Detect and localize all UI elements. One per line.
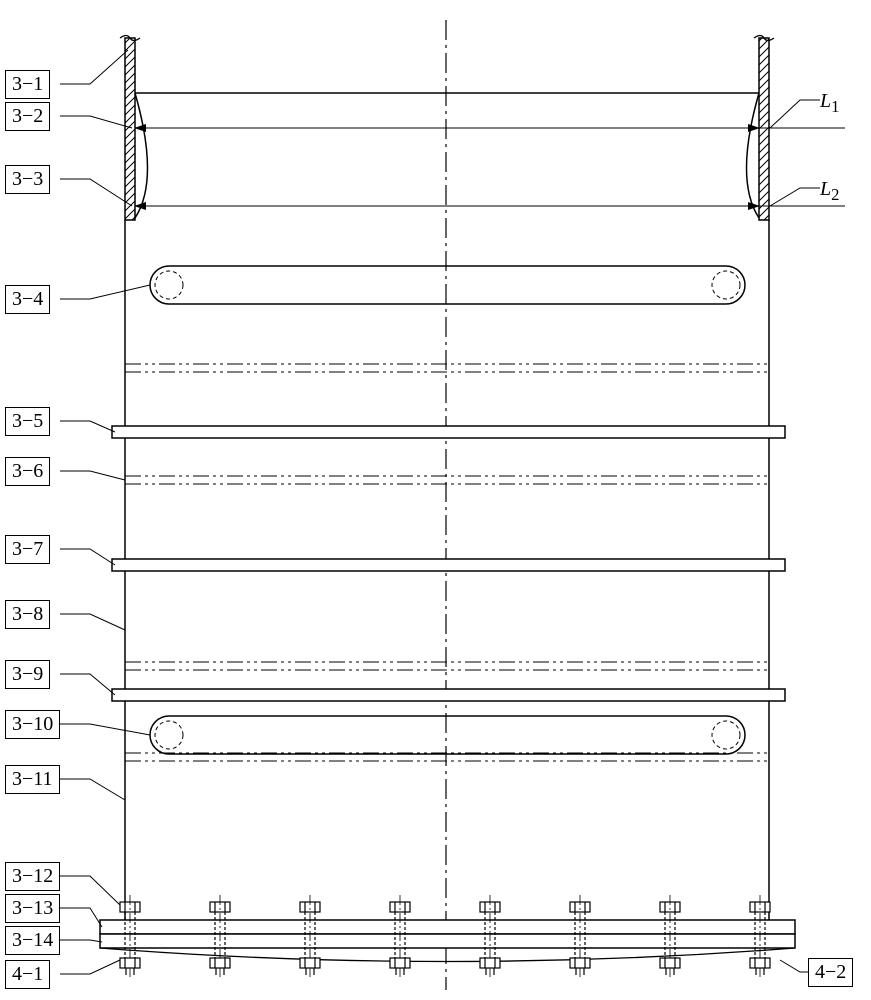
label-3-13: 3−13 — [5, 894, 60, 923]
label-3-1: 3−1 — [5, 70, 50, 99]
label-3-12: 3−12 — [5, 862, 60, 891]
label-3-7: 3−7 — [5, 535, 50, 564]
label-3-10: 3−10 — [5, 710, 60, 739]
label-3-6: 3−6 — [5, 457, 50, 486]
label-3-5: 3−5 — [5, 407, 50, 436]
label-3-14: 3−14 — [5, 926, 60, 955]
label-3-8: 3−8 — [5, 600, 50, 629]
dimension-L1: L1 — [820, 90, 839, 117]
label-4-2: 4−2 — [808, 958, 853, 987]
label-3-3: 3−3 — [5, 165, 50, 194]
label-3-4: 3−4 — [5, 285, 50, 314]
label-4-1: 4−1 — [5, 960, 50, 989]
label-3-2: 3−2 — [5, 102, 50, 131]
label-3-11: 3−11 — [5, 765, 60, 794]
dimension-L2: L2 — [820, 178, 839, 205]
label-3-9: 3−9 — [5, 660, 50, 689]
